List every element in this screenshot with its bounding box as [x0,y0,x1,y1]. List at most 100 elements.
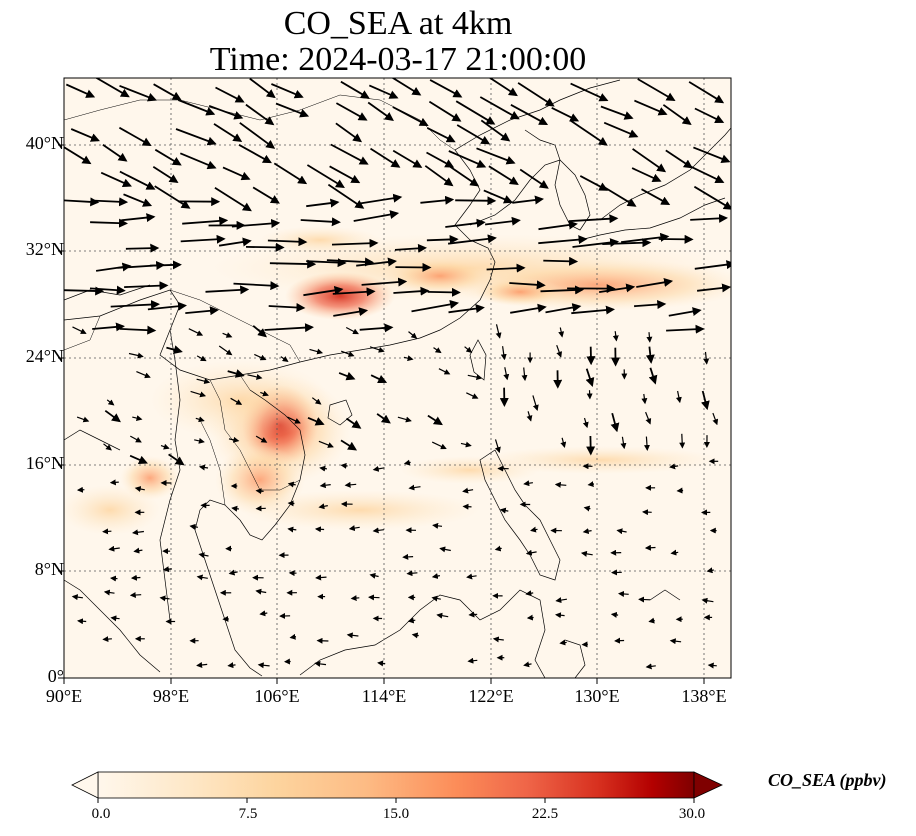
wind-arrow [495,324,502,339]
wind-arrow [370,374,388,384]
wind-arrow [327,183,365,209]
wind-arrow [503,367,510,381]
wind-arrow [303,285,344,297]
wind-arrow [179,152,217,170]
wind-arrow [693,185,731,210]
wind-arrow [254,353,267,361]
wind-arrow [249,78,276,99]
wind-arrow [662,104,692,126]
wind-arrow [492,636,504,643]
wind-arrow [464,346,473,353]
wind-arrow [268,303,306,313]
wind-arrow [568,214,619,224]
wind-arrow [130,574,141,581]
wind-arrow [406,570,418,577]
wind-arrow [707,662,717,669]
wind-arrow [132,415,143,422]
wind-arrow [289,633,297,640]
wind-arrow [130,435,142,443]
wind-arrow [551,106,580,122]
wind-arrow [483,189,513,204]
wind-arrow [634,300,667,310]
wind-arrow [359,323,394,333]
wind-arrow [348,525,360,532]
lon-tick-label: 130°E [574,686,620,706]
wind-arrow [103,589,115,596]
lon-tick-label: 106°E [254,686,300,706]
wind-arrow [340,439,358,451]
map-title-line1: CO_SEA at 4km [283,5,513,42]
wind-arrow [227,369,245,378]
wind-arrow [669,638,682,645]
wind-arrow [306,164,345,188]
wind-arrow [394,243,427,253]
wind-arrow [372,527,384,534]
wind-arrow [118,126,152,146]
wind-arrow [620,436,627,450]
wind-arrow [255,488,264,495]
wind-arrow [669,463,679,470]
wind-arrow [646,332,653,343]
wind-arrow [350,595,360,602]
wind-arrow [361,277,408,287]
wind-arrow [525,590,534,597]
wind-arrow [153,83,182,101]
wind-arrow [182,216,229,226]
wind-arrow [252,186,280,204]
wind-arrow [108,545,120,552]
wind-arrow [125,243,160,253]
wind-arrow [391,78,422,96]
wind-arrow [89,285,126,295]
lon-tick-label: 98°E [152,686,190,706]
wind-arrow [306,198,340,208]
wind-arrow [340,80,370,99]
wind-arrow [494,545,502,552]
wind-arrow [128,352,144,359]
wind-arrow [104,409,121,423]
wind-arrow [213,123,243,142]
wind-arrow [70,128,100,142]
wind-arrow [338,371,356,381]
wind-arrow [579,175,609,191]
wind-arrow [580,550,593,557]
wind-arrow [693,146,731,164]
wind-arrow [538,235,588,245]
wind-arrow [439,546,451,553]
wind-arrow [198,464,209,471]
wind-arrow [555,612,565,619]
wind-arrow [665,149,693,169]
wind-arrow [215,86,245,103]
wind-arrow [645,346,655,364]
wind-arrow [456,124,491,145]
wind-arrow [218,237,252,247]
wind-arrow [634,99,668,116]
axis-tick-marks [58,144,705,684]
wind-arrow [618,590,629,597]
wind-arrow [569,119,608,146]
wind-arrow [129,454,148,465]
wind-arrow [703,351,710,365]
wind-arrow [512,195,544,205]
wind-arrow [610,412,620,433]
wind-vectors [64,78,731,670]
wind-arrow [329,165,361,184]
wind-arrow [190,390,207,398]
wind-arrow [188,328,204,336]
lat-tick-label: 16°N [25,453,64,473]
wind-arrow [280,356,289,362]
wind-arrow [543,256,579,266]
wind-arrow [175,128,217,146]
wind-arrow [559,639,567,646]
wind-arrow [255,435,268,443]
wind-arrow [345,326,359,335]
wind-arrow [124,281,169,291]
wind-arrow [523,480,533,487]
wind-arrow [376,413,391,424]
lat-tick-label: 8°N [34,559,64,579]
wind-arrow [447,234,497,245]
wind-arrow [92,322,125,332]
wind-arrow [582,417,589,429]
wind-arrow [587,481,594,488]
wind-arrow [424,165,454,187]
wind-arrow [147,301,187,311]
